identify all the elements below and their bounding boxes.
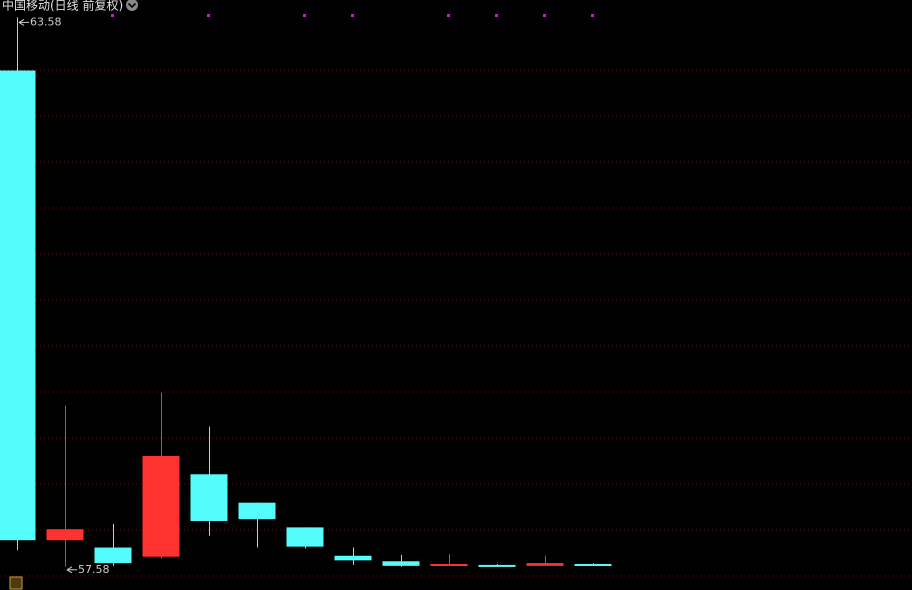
- candle-body: [430, 564, 468, 567]
- marker-arrow: [18, 18, 29, 26]
- price-marker: 63.58: [30, 15, 62, 28]
- candle-body: [526, 563, 564, 566]
- price-marker: 57.58: [78, 563, 110, 576]
- candle-body: [238, 502, 276, 520]
- chart-title: 中国移动(日线 前复权): [2, 0, 123, 13]
- candle-body: [382, 561, 420, 566]
- event-dots: [111, 14, 594, 17]
- menu-button[interactable]: [126, 0, 138, 11]
- candle-body: [142, 455, 180, 557]
- candle-body: [0, 70, 36, 541]
- candle-body: [94, 547, 132, 564]
- marker-arrow: [66, 566, 77, 574]
- candle-body: [190, 474, 228, 521]
- info-icon[interactable]: [9, 576, 23, 590]
- candle-body: [478, 564, 516, 567]
- candle-body: [574, 564, 612, 567]
- candle-body: [334, 555, 372, 561]
- candle-body: [46, 529, 84, 541]
- candle-body: [286, 527, 324, 547]
